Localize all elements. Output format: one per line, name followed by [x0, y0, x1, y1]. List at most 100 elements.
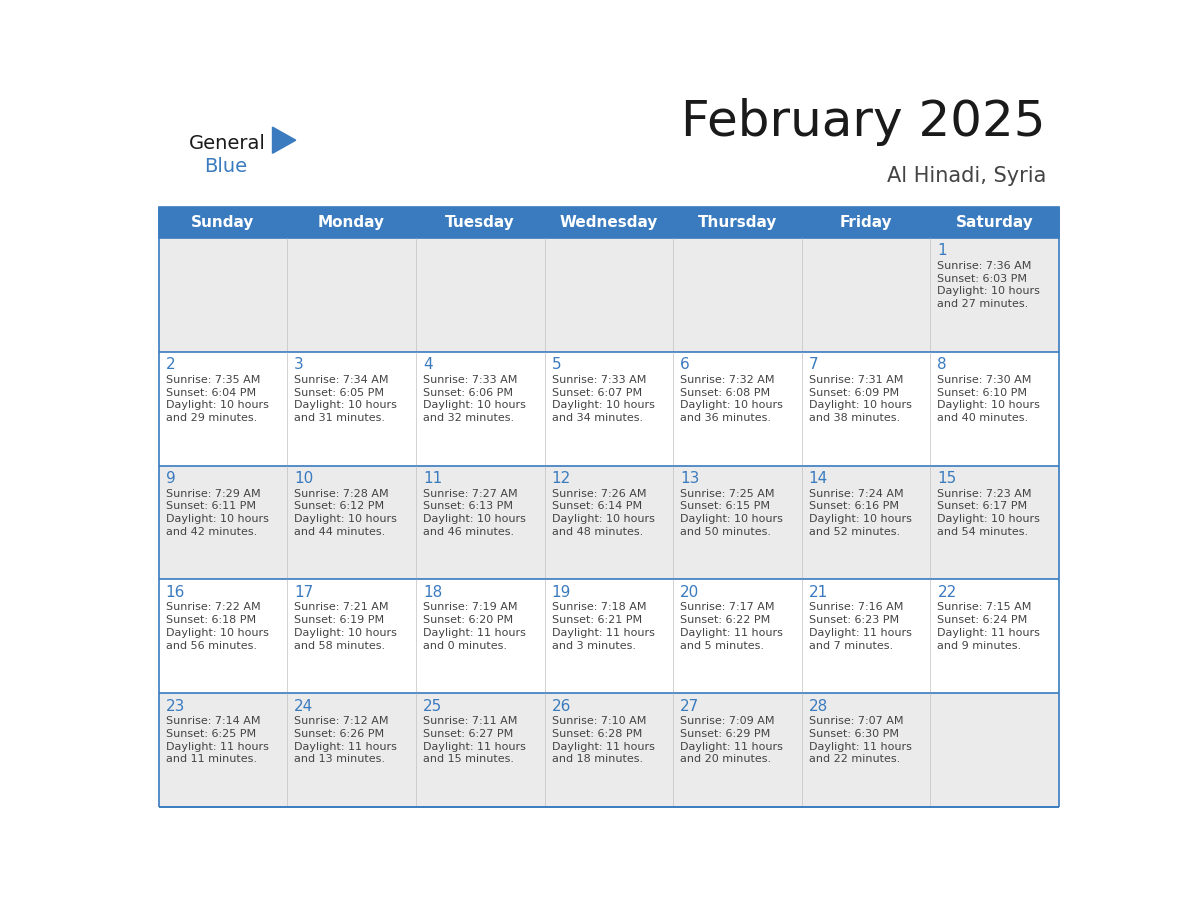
Text: Daylight: 10 hours: Daylight: 10 hours	[551, 514, 655, 524]
Text: 9: 9	[165, 471, 176, 486]
Text: and 18 minutes.: and 18 minutes.	[551, 755, 643, 765]
Text: and 32 minutes.: and 32 minutes.	[423, 413, 514, 423]
Text: and 52 minutes.: and 52 minutes.	[809, 527, 901, 537]
Text: Sunrise: 7:09 AM: Sunrise: 7:09 AM	[681, 716, 775, 726]
Text: and 0 minutes.: and 0 minutes.	[423, 641, 507, 651]
Text: Daylight: 10 hours: Daylight: 10 hours	[681, 514, 783, 524]
Text: and 38 minutes.: and 38 minutes.	[809, 413, 901, 423]
Text: General: General	[189, 134, 266, 153]
Text: Sunrise: 7:34 AM: Sunrise: 7:34 AM	[295, 375, 388, 385]
Text: and 58 minutes.: and 58 minutes.	[295, 641, 385, 651]
Text: and 56 minutes.: and 56 minutes.	[165, 641, 257, 651]
Text: Daylight: 10 hours: Daylight: 10 hours	[295, 628, 397, 638]
Text: Blue: Blue	[204, 157, 247, 176]
Text: Sunrise: 7:27 AM: Sunrise: 7:27 AM	[423, 488, 518, 498]
Text: 19: 19	[551, 585, 571, 599]
FancyBboxPatch shape	[158, 579, 1060, 693]
Text: Sunset: 6:14 PM: Sunset: 6:14 PM	[551, 501, 642, 511]
Text: and 42 minutes.: and 42 minutes.	[165, 527, 257, 537]
Text: and 9 minutes.: and 9 minutes.	[937, 641, 1022, 651]
Text: 26: 26	[551, 699, 571, 713]
Text: Sunrise: 7:36 AM: Sunrise: 7:36 AM	[937, 261, 1032, 271]
Text: Sunset: 6:08 PM: Sunset: 6:08 PM	[681, 387, 770, 397]
Text: Sunrise: 7:31 AM: Sunrise: 7:31 AM	[809, 375, 903, 385]
Text: and 15 minutes.: and 15 minutes.	[423, 755, 514, 765]
Text: Sunset: 6:12 PM: Sunset: 6:12 PM	[295, 501, 385, 511]
Text: Sunset: 6:11 PM: Sunset: 6:11 PM	[165, 501, 255, 511]
Text: Sunset: 6:04 PM: Sunset: 6:04 PM	[165, 387, 255, 397]
FancyBboxPatch shape	[158, 465, 1060, 579]
Text: Sunset: 6:22 PM: Sunset: 6:22 PM	[681, 615, 770, 625]
Text: 23: 23	[165, 699, 185, 713]
Text: Sunrise: 7:07 AM: Sunrise: 7:07 AM	[809, 716, 903, 726]
Text: Daylight: 11 hours: Daylight: 11 hours	[423, 742, 526, 752]
Text: Daylight: 10 hours: Daylight: 10 hours	[937, 400, 1041, 410]
Text: Daylight: 10 hours: Daylight: 10 hours	[165, 628, 268, 638]
Text: Daylight: 10 hours: Daylight: 10 hours	[165, 400, 268, 410]
Text: and 13 minutes.: and 13 minutes.	[295, 755, 385, 765]
Text: Sunset: 6:28 PM: Sunset: 6:28 PM	[551, 729, 642, 739]
Text: Daylight: 10 hours: Daylight: 10 hours	[809, 514, 911, 524]
Text: and 50 minutes.: and 50 minutes.	[681, 527, 771, 537]
Text: Daylight: 10 hours: Daylight: 10 hours	[937, 514, 1041, 524]
Text: 18: 18	[423, 585, 442, 599]
Text: Daylight: 10 hours: Daylight: 10 hours	[423, 400, 526, 410]
Text: Sunset: 6:15 PM: Sunset: 6:15 PM	[681, 501, 770, 511]
Text: Daylight: 10 hours: Daylight: 10 hours	[809, 400, 911, 410]
Text: Sunset: 6:06 PM: Sunset: 6:06 PM	[423, 387, 513, 397]
Text: Sunrise: 7:24 AM: Sunrise: 7:24 AM	[809, 488, 903, 498]
Text: and 29 minutes.: and 29 minutes.	[165, 413, 257, 423]
Text: 13: 13	[681, 471, 700, 486]
Text: Daylight: 10 hours: Daylight: 10 hours	[295, 514, 397, 524]
Text: 15: 15	[937, 471, 956, 486]
Text: Sunrise: 7:35 AM: Sunrise: 7:35 AM	[165, 375, 260, 385]
Text: Sunrise: 7:32 AM: Sunrise: 7:32 AM	[681, 375, 775, 385]
Text: Daylight: 11 hours: Daylight: 11 hours	[809, 742, 911, 752]
FancyBboxPatch shape	[158, 693, 1060, 807]
Text: Sunset: 6:20 PM: Sunset: 6:20 PM	[423, 615, 513, 625]
Text: Sunrise: 7:25 AM: Sunrise: 7:25 AM	[681, 488, 775, 498]
Text: Sunset: 6:13 PM: Sunset: 6:13 PM	[423, 501, 513, 511]
Text: Sunday: Sunday	[191, 215, 254, 230]
Text: Daylight: 10 hours: Daylight: 10 hours	[551, 400, 655, 410]
Text: 16: 16	[165, 585, 185, 599]
Text: and 34 minutes.: and 34 minutes.	[551, 413, 643, 423]
Text: Sunset: 6:23 PM: Sunset: 6:23 PM	[809, 615, 899, 625]
Text: and 36 minutes.: and 36 minutes.	[681, 413, 771, 423]
Text: Sunset: 6:21 PM: Sunset: 6:21 PM	[551, 615, 642, 625]
Text: Sunrise: 7:18 AM: Sunrise: 7:18 AM	[551, 602, 646, 612]
Text: and 11 minutes.: and 11 minutes.	[165, 755, 257, 765]
Text: 11: 11	[423, 471, 442, 486]
Text: 28: 28	[809, 699, 828, 713]
Text: Sunset: 6:03 PM: Sunset: 6:03 PM	[937, 274, 1028, 284]
Text: Sunrise: 7:10 AM: Sunrise: 7:10 AM	[551, 716, 646, 726]
Text: 2: 2	[165, 357, 175, 372]
Text: Sunrise: 7:26 AM: Sunrise: 7:26 AM	[551, 488, 646, 498]
Text: Sunrise: 7:30 AM: Sunrise: 7:30 AM	[937, 375, 1032, 385]
Text: Friday: Friday	[840, 215, 892, 230]
Text: Daylight: 10 hours: Daylight: 10 hours	[295, 400, 397, 410]
Text: Sunrise: 7:17 AM: Sunrise: 7:17 AM	[681, 602, 775, 612]
Text: Wednesday: Wednesday	[560, 215, 658, 230]
Text: Sunrise: 7:21 AM: Sunrise: 7:21 AM	[295, 602, 388, 612]
Text: Sunset: 6:05 PM: Sunset: 6:05 PM	[295, 387, 384, 397]
Text: Daylight: 10 hours: Daylight: 10 hours	[423, 514, 526, 524]
Text: Daylight: 11 hours: Daylight: 11 hours	[937, 628, 1041, 638]
Text: and 40 minutes.: and 40 minutes.	[937, 413, 1029, 423]
Text: Daylight: 10 hours: Daylight: 10 hours	[165, 514, 268, 524]
Text: Sunrise: 7:16 AM: Sunrise: 7:16 AM	[809, 602, 903, 612]
Text: Sunset: 6:29 PM: Sunset: 6:29 PM	[681, 729, 770, 739]
Text: 4: 4	[423, 357, 432, 372]
Text: 17: 17	[295, 585, 314, 599]
Text: and 22 minutes.: and 22 minutes.	[809, 755, 901, 765]
Text: Sunset: 6:19 PM: Sunset: 6:19 PM	[295, 615, 385, 625]
Text: Daylight: 11 hours: Daylight: 11 hours	[681, 628, 783, 638]
Text: Sunset: 6:17 PM: Sunset: 6:17 PM	[937, 501, 1028, 511]
Text: and 48 minutes.: and 48 minutes.	[551, 527, 643, 537]
Text: 20: 20	[681, 585, 700, 599]
Text: Sunset: 6:10 PM: Sunset: 6:10 PM	[937, 387, 1028, 397]
Text: and 3 minutes.: and 3 minutes.	[551, 641, 636, 651]
Text: Sunset: 6:25 PM: Sunset: 6:25 PM	[165, 729, 255, 739]
Text: Sunrise: 7:12 AM: Sunrise: 7:12 AM	[295, 716, 388, 726]
Text: Daylight: 11 hours: Daylight: 11 hours	[551, 628, 655, 638]
